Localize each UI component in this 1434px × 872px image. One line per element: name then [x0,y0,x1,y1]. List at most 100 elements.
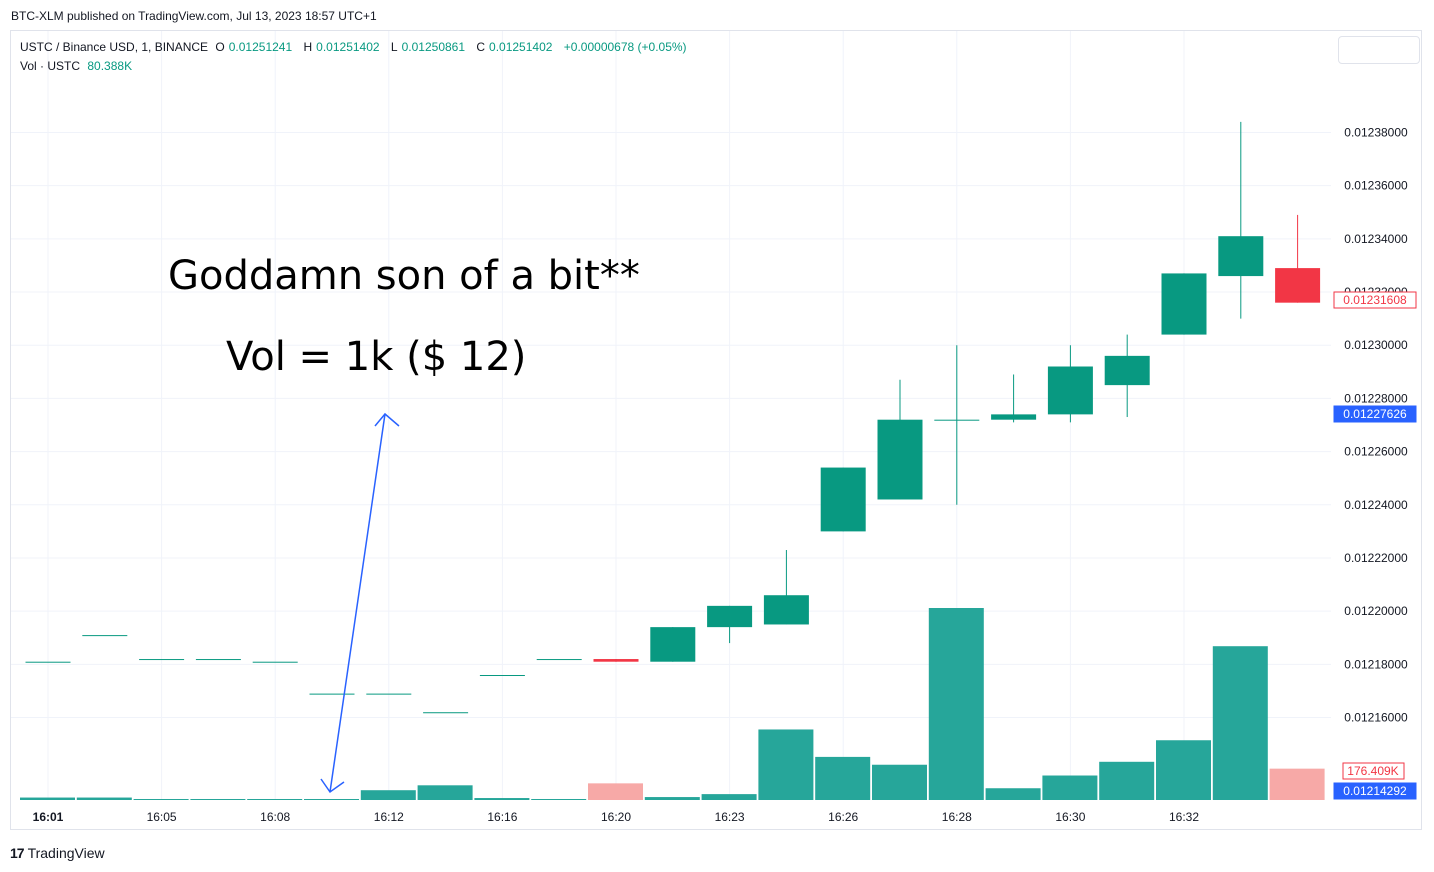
symbol-label[interactable]: USTC / Binance USD, 1, BINANCE [20,40,209,54]
volume-label[interactable]: Vol · USTC [20,59,81,73]
price-tick-label: 0.01218000 [1344,657,1408,671]
grid-lines [11,31,1331,800]
mid-price-badge-bg [1333,405,1417,423]
annotation-arrow [320,412,400,794]
volume-bar [190,799,246,800]
candle-body [1161,273,1207,335]
candle-body [195,659,241,661]
price-tick-label: 0.01234000 [1344,232,1408,246]
price-tick-label: 0.01238000 [1344,125,1408,139]
candle-body [82,635,128,637]
candle-body [1104,355,1150,386]
mid-price-badge-text: 0.01227626 [1343,407,1407,421]
time-tick-label: 16:30 [1055,810,1085,824]
candle-body [309,693,355,695]
candle-body [763,595,809,625]
candle-body [366,693,412,695]
candle-body [1218,236,1264,277]
time-tick-label: 16:23 [715,810,745,824]
time-tick-label: 16:26 [828,810,858,824]
candle-body [1275,268,1321,303]
chart-settings-box[interactable] [1338,36,1420,64]
volume-bar [417,785,473,800]
low-price-badge-text: 0.01214292 [1343,784,1407,798]
volume-bar [247,799,303,800]
footer: 17 TradingView [10,845,105,861]
price-tick-label: 0.01222000 [1344,551,1408,565]
volume-badge-text: 176.409K [1347,764,1398,778]
annotation-line-1: Goddamn son of a bit** [168,253,640,299]
arrow-line [329,413,386,793]
ohlc-legend: USTC / Binance USD, 1, BINANCE O 0.012512… [20,40,691,54]
tradingview-logo-icon[interactable]: 17 [10,845,25,861]
close-label: C [476,40,486,54]
candle-body [991,414,1037,420]
last-price-badge-text: 0.01231608 [1343,293,1407,307]
volume-bars [20,608,1325,800]
candle-body [593,659,639,662]
candle-body [707,605,753,628]
volume-legend: Vol · USTC 80.388K [20,59,136,73]
candle-body [650,627,696,662]
volume-bar [20,797,75,800]
candle-body [934,419,980,421]
time-tick-label: 16:01 [33,810,64,824]
candle-body [25,661,71,663]
time-tick-label: 16:28 [942,810,972,824]
time-tick-label: 16:08 [260,810,290,824]
volume-bar [1042,775,1098,800]
time-tick-label: 16:16 [487,810,517,824]
volume-bar [588,783,643,800]
volume-bar [644,797,700,800]
time-tick-label: 16:05 [147,810,177,824]
candle-body [1047,366,1093,415]
volume-bar [360,790,416,800]
publish-caption: BTC-XLM published on TradingView.com, Ju… [11,9,377,23]
candle-body [877,419,923,500]
volume-bar [928,608,984,800]
low-value: 0.01250861 [401,40,466,54]
candle-body [252,661,298,663]
volume-bar [133,799,189,800]
price-tick-label: 0.01228000 [1344,391,1408,405]
high-value: 0.01251402 [316,40,380,54]
open-label: O [215,40,225,54]
volume-bar [304,799,359,800]
candle-body [479,675,525,677]
volume-value: 80.388K [87,59,133,73]
volume-bar [701,794,757,800]
volume-badge-bg [1342,762,1405,780]
price-tick-label: 0.01236000 [1344,179,1408,193]
time-tick-label: 16:32 [1169,810,1199,824]
low-price-badge-bg [1333,782,1417,800]
price-tick-label: 0.01216000 [1344,711,1408,725]
time-tick-label: 16:20 [601,810,631,824]
volume-bar [76,797,132,800]
annotation-line-2: Vol = 1k ($ 12) [226,334,527,380]
price-tick-label: 0.01220000 [1344,604,1408,618]
arrow-head-bottom [320,778,345,794]
price-axis: 0.012380000.012360000.012340000.01232000… [1344,125,1408,724]
volume-bar [474,798,530,800]
brand-name[interactable]: TradingView [27,845,105,861]
change-value: +0.00000678 (+0.05%) [563,40,687,54]
chart-frame[interactable] [10,30,1422,830]
price-tick-label: 0.01224000 [1344,498,1408,512]
volume-bar [1099,761,1155,800]
price-tick-label: 0.01226000 [1344,445,1408,459]
volume-bar [985,788,1041,800]
low-label: L [390,40,398,54]
last-price-badge-bg [1333,291,1417,309]
time-axis: 16:01 16:05 16:08 16:12 16:16 16:20 16:23 16:26… [33,810,1200,824]
price-tick-label: 0.01230000 [1344,338,1408,352]
volume-bar [758,729,814,800]
price-badges: 0.01231608 0.01227626 0.01214292 176.409K [1333,291,1417,800]
volume-bar [815,756,871,800]
volume-bar [1212,646,1268,800]
volume-bar [872,764,927,800]
close-value: 0.01251402 [489,40,553,54]
candles [25,121,1321,714]
candle-body [423,712,469,714]
volume-bar [1156,740,1211,800]
